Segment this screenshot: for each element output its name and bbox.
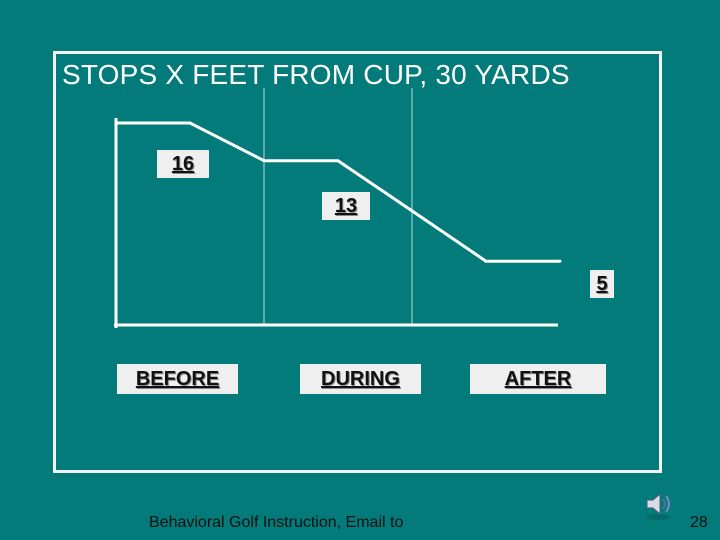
page-number: 28 [690,514,708,531]
category-label-after: AFTER [470,364,606,394]
speaker-icon[interactable] [641,487,675,521]
data-point [114,121,118,125]
category-label-during: DURING [300,364,421,394]
data-point [336,159,340,163]
slide-frame [53,51,662,473]
footer-text: Behavioral Golf Instruction, Email to [149,514,404,531]
data-point [484,259,488,263]
data-point [410,209,414,213]
data-label-13: 13 [322,192,370,220]
data-point [558,259,562,263]
chart-title: STOPS X FEET FROM CUP, 30 YARDS [62,59,570,90]
data-label-16: 16 [157,150,209,178]
data-point [262,159,266,163]
data-label-5: 5 [590,270,614,298]
data-point [188,121,192,125]
category-label-before: BEFORE [117,364,238,394]
